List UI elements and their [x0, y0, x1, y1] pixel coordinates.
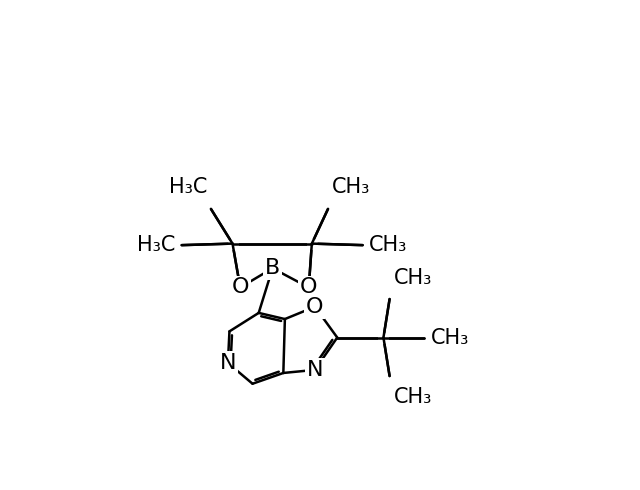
Text: O: O	[232, 277, 249, 297]
Text: H₃C: H₃C	[137, 235, 175, 255]
Text: CH₃: CH₃	[394, 268, 432, 288]
Text: H₃C: H₃C	[169, 176, 207, 196]
Text: CH₃: CH₃	[394, 387, 432, 407]
Text: N: N	[220, 353, 236, 373]
Text: CH₃: CH₃	[431, 327, 468, 347]
Text: N: N	[307, 360, 323, 380]
Text: O: O	[300, 277, 317, 297]
Text: B: B	[265, 258, 280, 278]
Text: O: O	[306, 297, 324, 317]
Text: CH₃: CH₃	[369, 235, 407, 255]
Text: CH₃: CH₃	[332, 176, 370, 196]
